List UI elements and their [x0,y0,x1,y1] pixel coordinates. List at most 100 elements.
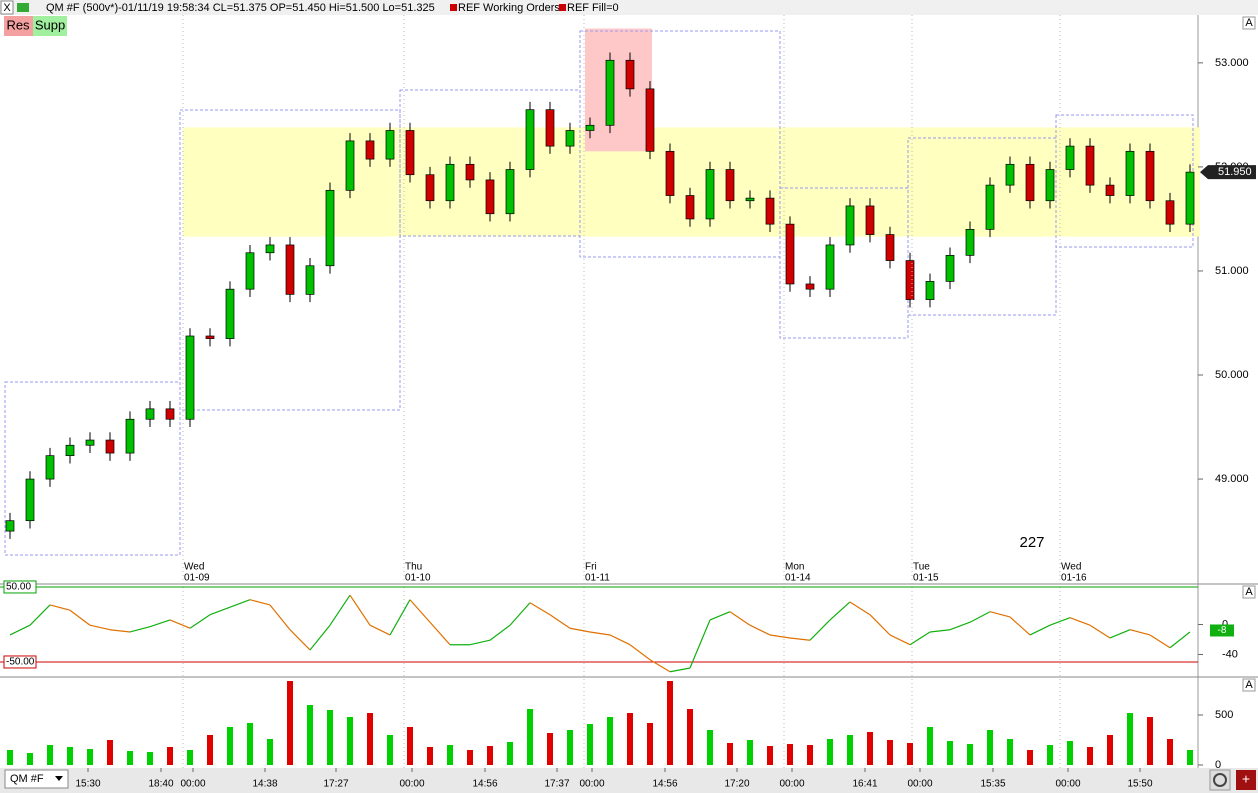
oscillator-segment [269,604,291,631]
candle-body [385,130,395,160]
y-tick-label: 49.000 [1215,473,1249,485]
volume-bar [927,727,933,765]
volume-bar [1047,745,1053,765]
refresh-button[interactable] [1209,769,1231,791]
x-tick-label: 17:27 [323,779,348,790]
res-label[interactable]: Res [6,17,30,32]
candle-body [925,281,935,300]
candle-body [765,197,775,225]
candle-body [1105,184,1115,196]
candle-body [345,140,355,191]
oscillator-segment [49,604,71,611]
oscillator-segment [1169,631,1191,649]
candle-body [865,205,875,235]
candle-body [65,444,75,457]
oscillator-segment [989,611,1011,618]
date-label: 01-09 [184,573,210,584]
volume-bar [967,744,973,765]
oscillator-segment [669,667,691,673]
candle-body [285,244,295,295]
oscillator-segment [329,594,351,626]
oscillator-segment [9,624,31,636]
title-icon [17,3,29,12]
candle-body [1025,163,1035,202]
volume-bar [527,709,533,765]
x-tick-label: 18:40 [148,779,173,790]
oscillator-segment [189,614,211,629]
fill-text: REF Fill=0 [567,2,619,14]
candle-body [1005,163,1015,186]
candle-body [165,408,175,420]
symbol-label[interactable]: QM #F [10,773,44,785]
volume-bar [407,727,413,765]
volume-bar [287,681,293,765]
orders-icon [450,4,457,11]
date-label: 01-10 [405,573,431,584]
oscillator-segment [549,614,571,629]
oscillator-segment [769,634,791,639]
volume-bar [447,745,453,765]
candle-body [885,234,895,261]
x-tick-label: 00:00 [579,779,604,790]
oscillator-segment [569,627,591,633]
x-tick-label: 14:56 [652,779,677,790]
supp-label[interactable]: Supp [35,17,65,32]
title-bar [0,0,1258,15]
title-text: QM #F (500v*)-01/11/19 19:58:34 CL=51.37… [46,2,435,14]
candle-body [5,520,15,532]
candle-body [525,109,535,170]
candle-body [145,408,155,420]
scale-label[interactable]: A [1245,586,1253,598]
close-button[interactable] [0,0,14,15]
candle-body [545,109,555,147]
add-button[interactable] [1236,770,1256,790]
close-label[interactable]: X [3,2,11,14]
scale-button[interactable] [1242,585,1256,599]
toolbar [0,768,1258,793]
oscillator-segment [649,659,671,673]
oscillator-segment [729,611,751,626]
volume-bar [147,752,153,765]
oscillator-segment [949,621,971,631]
dropdown-arrow[interactable] [55,776,63,781]
candle-body [565,130,575,147]
refresh-icon[interactable] [1213,773,1227,787]
scale-label[interactable]: A [1245,17,1253,29]
add-icon[interactable]: + [1242,771,1250,787]
scale-button[interactable] [1242,16,1256,30]
candle-body [905,260,915,300]
y-tick-label: 500 [1215,709,1233,721]
volume-bar [607,717,613,765]
y-tick-label: 50.000 [1215,369,1249,381]
symbol-dropdown[interactable] [4,769,69,789]
x-tick-label: 00:00 [779,779,804,790]
volume-bar [167,747,173,765]
volume-bar [1147,717,1153,765]
candle-body [1125,150,1135,196]
volume-bar [307,705,313,765]
volume-bar [787,744,793,765]
candle-body [245,252,255,290]
oscillator-segment [409,599,431,623]
y-tick-label: -40 [1222,648,1238,660]
oscillator-segment [629,644,651,661]
oscillator-segment [889,634,911,646]
candle-body [1165,200,1175,225]
volume-bar [827,739,833,765]
volume-bar [1187,750,1193,765]
oscillator-segment [429,621,451,646]
volume-bar [1087,747,1093,765]
volume-bar [327,710,333,765]
oscillator-segment [369,624,391,636]
session-box [179,109,401,411]
day-label: Wed [1061,562,1081,573]
scale-button[interactable] [1242,678,1256,692]
volume-bar [127,751,133,765]
supp-button[interactable] [33,16,67,36]
scale-label[interactable]: A [1245,679,1253,691]
res-button[interactable] [4,16,33,36]
oscillator-segment [169,619,191,629]
oscillator-segment [289,629,311,651]
annotation: 227 [1019,534,1044,551]
